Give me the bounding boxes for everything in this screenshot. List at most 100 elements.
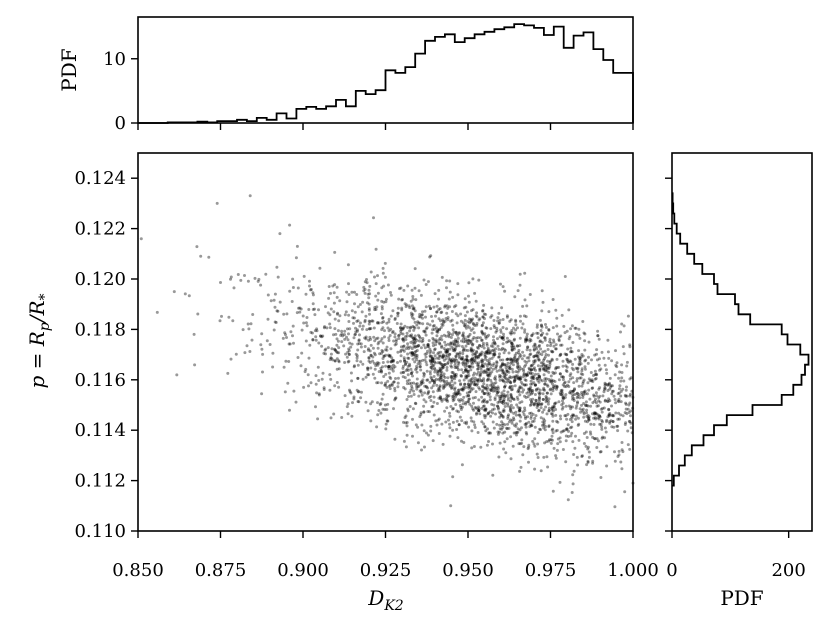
scatter-point [391, 330, 395, 333]
scatter-point [503, 430, 507, 434]
scatter-point [617, 400, 621, 404]
scatter-point [599, 367, 603, 371]
scatter-point [581, 354, 585, 358]
scatter-point [569, 360, 573, 364]
scatter-point [522, 369, 526, 373]
scatter-point [514, 424, 518, 428]
scatter-point [526, 415, 530, 419]
scatter-point [536, 331, 540, 335]
scatter-point [457, 354, 461, 358]
scatter-point [501, 425, 505, 429]
scatter-point [378, 352, 382, 356]
scatter-point [438, 384, 442, 388]
scatter-point [524, 338, 527, 342]
scatter-point [517, 442, 521, 446]
scatter-point [499, 282, 502, 286]
scatter-point [423, 358, 427, 362]
scatter-point [529, 423, 533, 427]
scatter-point [485, 350, 489, 354]
scatter-point [551, 326, 555, 330]
scatter-point [605, 445, 609, 449]
scatter-point [576, 401, 579, 405]
scatter-point [320, 377, 324, 381]
scatter-point [475, 378, 479, 382]
scatter-point [571, 413, 575, 417]
scatter-point [451, 295, 455, 299]
scatter-point [550, 406, 554, 410]
scatter-point [366, 366, 370, 370]
scatter-point [376, 321, 380, 324]
scatter-point [620, 441, 624, 444]
scatter-point [487, 351, 491, 355]
scatter-point [471, 407, 475, 411]
scatter-point [500, 394, 504, 398]
scatter-point [382, 375, 386, 378]
scatter-point [218, 319, 222, 323]
scatter-point [607, 381, 611, 385]
scatter-point [386, 419, 390, 423]
scatter-point [568, 391, 572, 395]
scatter-point [597, 337, 601, 341]
scatter-point [527, 359, 531, 363]
scatter-point [497, 321, 501, 325]
scatter-point [611, 420, 615, 423]
scatter-point [448, 279, 452, 283]
scatter-point [373, 376, 377, 380]
x-tick-label: 1.000 [607, 560, 659, 581]
scatter-point [446, 362, 450, 366]
scatter-point [396, 314, 400, 318]
scatter-point [518, 378, 522, 382]
scatter-point [477, 318, 481, 322]
scatter-point [367, 338, 371, 342]
scatter-point [463, 318, 467, 322]
scatter-point [550, 358, 554, 362]
scatter-point [525, 373, 529, 377]
scatter-point [580, 393, 584, 397]
scatter-point [584, 358, 588, 362]
scatter-point [621, 450, 625, 454]
scatter-point [442, 363, 446, 367]
scatter-point [401, 348, 405, 352]
scatter-point [374, 308, 378, 311]
scatter-point [529, 364, 533, 368]
scatter-point [555, 384, 559, 388]
scatter-point [458, 356, 462, 360]
scatter-point [492, 319, 496, 322]
scatter-point [433, 292, 437, 296]
scatter-point [602, 356, 606, 360]
scatter-point [492, 335, 495, 339]
scatter-point [528, 387, 532, 391]
scatter-point [616, 392, 620, 396]
scatter-point [260, 392, 264, 396]
scatter-point [491, 342, 495, 345]
scatter-point [517, 409, 521, 413]
scatter-point [564, 385, 568, 389]
scatter-point [389, 293, 393, 297]
scatter-point [595, 373, 599, 377]
scatter-point [452, 392, 456, 396]
scatter-point [346, 350, 350, 354]
scatter-point [377, 370, 381, 374]
scatter-point [575, 332, 578, 336]
scatter-point [507, 370, 511, 374]
scatter-point [404, 445, 408, 449]
scatter-point [354, 326, 357, 330]
scatter-point [528, 371, 532, 375]
scatter-point [425, 431, 428, 435]
scatter-point [582, 378, 586, 382]
scatter-point [445, 311, 449, 315]
scatter-point [418, 321, 422, 325]
scatter-point [423, 352, 427, 356]
scatter-point [610, 384, 614, 388]
scatter-point [529, 424, 533, 428]
scatter-point [432, 351, 435, 355]
scatter-point [385, 345, 389, 349]
scatter-point [426, 392, 430, 396]
scatter-point [591, 435, 595, 439]
scatter-point [372, 326, 376, 330]
scatter-point [484, 407, 488, 411]
scatter-point [290, 300, 294, 303]
scatter-point [429, 349, 433, 353]
scatter-point [604, 368, 608, 372]
scatter-point [483, 317, 486, 321]
